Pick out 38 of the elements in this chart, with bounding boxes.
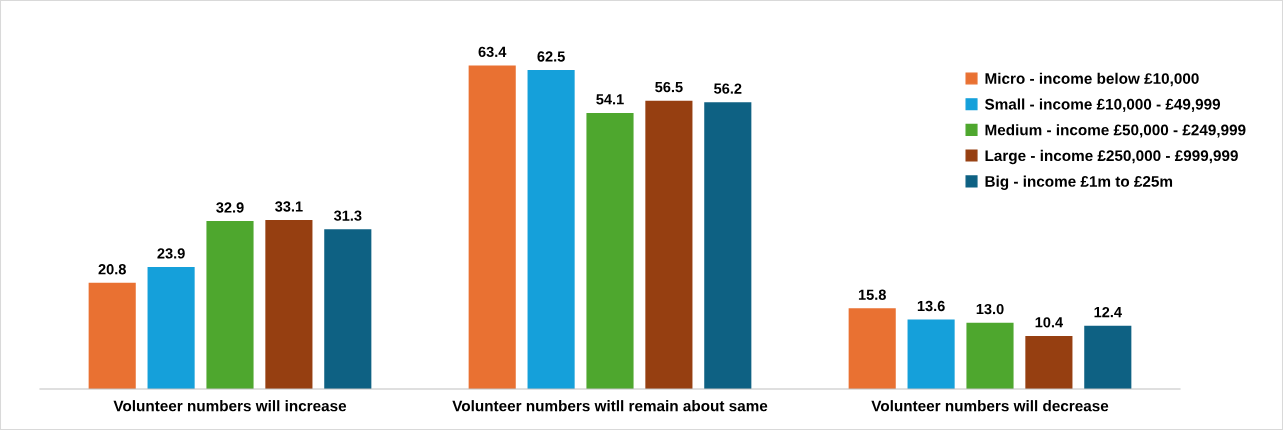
bar: [1025, 335, 1073, 389]
bar: [586, 112, 634, 389]
data-label: 31.3: [333, 210, 362, 221]
data-label: 13.6: [917, 300, 945, 312]
bar: [468, 65, 516, 389]
data-label: 63.4: [478, 46, 507, 58]
x-tick-label: Volunteer numbers will increase: [113, 400, 347, 412]
data-label: 56.5: [655, 81, 683, 93]
data-label: 12.4: [1094, 306, 1122, 318]
data-label: 10.4: [1035, 317, 1064, 328]
x-tick-label: Volunteer numbers witll remain about same: [452, 400, 768, 412]
legend-label: Medium - income £50,000 - £249,999: [985, 124, 1246, 138]
data-label: 15.8: [858, 289, 886, 300]
bar: [265, 220, 313, 389]
bar: [966, 322, 1014, 389]
legend-label: Small - income £10,000 - £49,999: [984, 98, 1221, 112]
data-label: 23.9: [157, 248, 185, 259]
bar: [147, 267, 195, 389]
legend-label: Big - income £1m to £25m: [985, 175, 1173, 190]
x-tick-label: Volunteer numbers will decrease: [871, 400, 1109, 412]
bar: [206, 221, 254, 389]
bar: [907, 319, 955, 389]
data-label: 32.9: [216, 202, 244, 213]
bar: [645, 100, 693, 389]
data-label: 62.5: [537, 51, 565, 62]
legend-label: Large - income £250,000 - £999,999: [985, 149, 1238, 165]
data-label: 33.1: [275, 201, 303, 212]
bar: [527, 70, 575, 389]
data-label: 54.1: [596, 94, 624, 105]
bar: [324, 229, 372, 389]
data-label: 20.8: [98, 264, 126, 275]
data-label: 56.2: [714, 83, 742, 94]
bar: [704, 102, 752, 389]
bar: [1084, 325, 1132, 389]
data-label: 13.0: [976, 303, 1004, 315]
legend-label: Micro - income below £10,000: [985, 72, 1199, 87]
bar: [88, 282, 136, 389]
bar: [848, 308, 896, 389]
